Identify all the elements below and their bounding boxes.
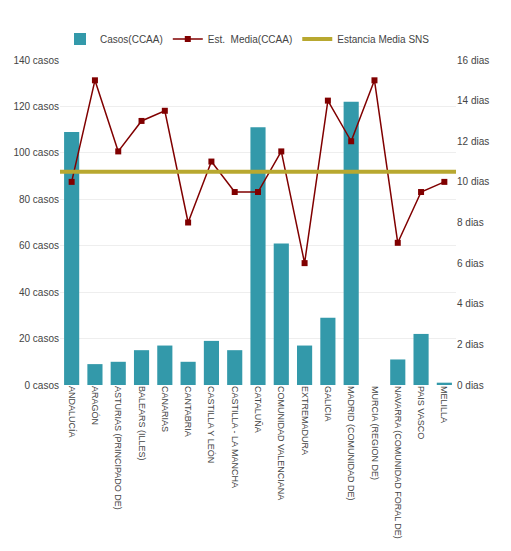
svg-text:10 dias: 10 dias: [457, 176, 489, 187]
svg-text:ASTURIAS (PRINCIPADO DE): ASTURIAS (PRINCIPADO DE): [113, 386, 123, 510]
svg-text:NAVARRA (COMUNIDAD FORAL DE): NAVARRA (COMUNIDAD FORAL DE): [393, 386, 403, 539]
svg-text:6 dias: 6 dias: [457, 258, 484, 269]
svg-text:120 casos: 120 casos: [13, 101, 59, 112]
svg-text:CASTILLA - LA MANCHA: CASTILLA - LA MANCHA: [230, 386, 240, 488]
svg-text:PAIS VASCO: PAIS VASCO: [416, 386, 426, 439]
svg-text:Est. Media(CCAA): Est. Media(CCAA): [208, 34, 292, 45]
svg-text:EXTREMADURA: EXTREMADURA: [300, 386, 310, 455]
svg-text:MADRID (COMUNIDAD DE): MADRID (COMUNIDAD DE): [346, 386, 356, 501]
svg-text:ARAGÓN: ARAGÓN: [90, 386, 100, 425]
svg-text:60 casos: 60 casos: [19, 240, 59, 251]
svg-text:20 casos: 20 casos: [19, 333, 59, 344]
svg-text:100 casos: 100 casos: [13, 147, 59, 158]
svg-text:80 casos: 80 casos: [19, 194, 59, 205]
svg-text:CASTILLA Y LEÓN: CASTILLA Y LEÓN: [206, 386, 216, 463]
svg-text:2 dias: 2 dias: [457, 339, 484, 350]
svg-text:0 casos: 0 casos: [25, 380, 59, 391]
svg-text:BALEARS (ILLES): BALEARS (ILLES): [137, 386, 147, 461]
svg-text:CANARIAS: CANARIAS: [160, 386, 170, 432]
svg-text:0 dias: 0 dias: [457, 380, 484, 391]
svg-text:COMUNIDAD VALENCIANA: COMUNIDAD VALENCIANA: [276, 386, 286, 500]
svg-text:8 dias: 8 dias: [457, 217, 484, 228]
svg-text:4 dias: 4 dias: [457, 298, 484, 309]
svg-text:12 dias: 12 dias: [457, 136, 489, 147]
svg-text:MURCIA (REGION DE): MURCIA (REGION DE): [370, 386, 380, 480]
svg-text:CANTABRIA: CANTABRIA: [183, 386, 193, 437]
svg-text:14 dias: 14 dias: [457, 95, 489, 106]
svg-text:GALICIA: GALICIA: [323, 386, 333, 422]
svg-text:CATALUÑA: CATALUÑA: [253, 386, 263, 433]
svg-text:Casos(CCAA): Casos(CCAA): [100, 34, 163, 45]
svg-text:140 casos: 140 casos: [13, 55, 59, 66]
svg-text:16 dias: 16 dias: [457, 55, 489, 66]
svg-text:40 casos: 40 casos: [19, 287, 59, 298]
svg-text:MELILLA: MELILLA: [439, 386, 449, 423]
svg-text:Estancia Media SNS: Estancia Media SNS: [337, 34, 429, 45]
svg-text:ANDALUCÍA: ANDALUCÍA: [67, 386, 77, 438]
